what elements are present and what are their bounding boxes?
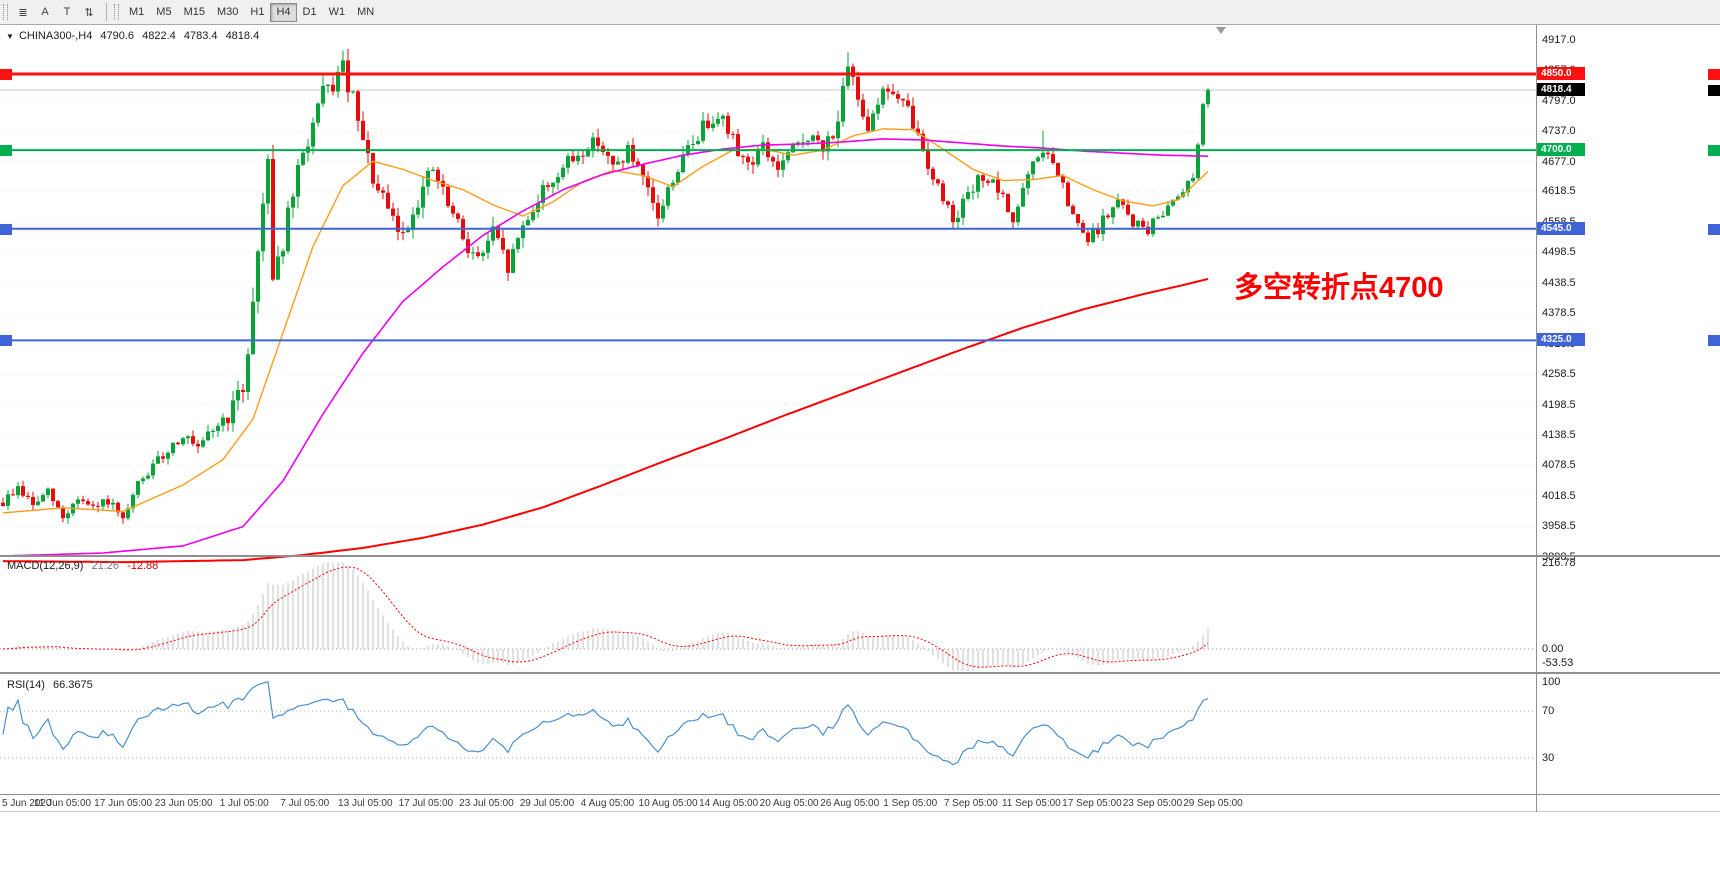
tool-buttons-group: ≣ A T ⇅: [12, 3, 100, 22]
chart-header: ▼ CHINA300-,H4 4790.6 4822.4 4783.4 4818…: [6, 30, 264, 42]
toolbar-drag-handle[interactable]: [3, 4, 8, 20]
ohlc-high: 4822.4: [142, 30, 176, 42]
price-axis-border: [1536, 25, 1537, 812]
timeframe-m15-button[interactable]: M15: [178, 3, 211, 22]
toolbar: ≣ A T ⇅ M1 M5 M15 M30 H1 H4 D1 W1 MN: [0, 0, 1720, 25]
main-macd-separator[interactable]: [0, 555, 1720, 557]
chart-annotation: 多空转折点4700: [1234, 272, 1444, 304]
macd-signal-value: -12.88: [127, 560, 159, 572]
text-tool-icon[interactable]: T: [56, 3, 78, 22]
macd-name: MACD(12,26,9): [7, 560, 84, 572]
toolbar-separator: [106, 3, 107, 21]
macd-main-value: 21.26: [91, 560, 120, 572]
ohlc-low: 4783.4: [183, 30, 218, 42]
chart-list-icon[interactable]: ≣: [12, 3, 34, 22]
timeframe-toolbar-drag-handle[interactable]: [114, 4, 119, 20]
chart-shift-marker-icon[interactable]: [1216, 27, 1226, 34]
ohlc-close: 4818.4: [225, 30, 260, 42]
timeframe-h1-button[interactable]: H1: [244, 3, 270, 22]
symbol-dropdown-icon[interactable]: ▼: [6, 32, 14, 41]
rsi-name: RSI(14): [7, 679, 45, 691]
rsi-indicator-label: RSI(14) 66.3675: [7, 679, 98, 691]
bottom-border: [0, 811, 1720, 812]
timeframe-w1-button[interactable]: W1: [323, 3, 352, 22]
timeframe-mn-button[interactable]: MN: [351, 3, 380, 22]
timeframe-m5-button[interactable]: M5: [150, 3, 177, 22]
timeframe-m1-button[interactable]: M1: [123, 3, 150, 22]
timeframe-m30-button[interactable]: M30: [211, 3, 244, 22]
cursor-tool-icon[interactable]: A: [34, 3, 56, 22]
ohlc-open: 4790.6: [100, 30, 135, 42]
scale-tool-icon[interactable]: ⇅: [78, 3, 100, 22]
timeframe-d1-button[interactable]: D1: [297, 3, 323, 22]
macd-rsi-separator[interactable]: [0, 672, 1720, 674]
timeframe-h4-button[interactable]: H4: [270, 2, 297, 22]
macd-indicator-label: MACD(12,26,9) 21.26 -12.88: [7, 560, 163, 572]
time-axis-separator: [0, 794, 1720, 795]
symbol-title: CHINA300-,H4: [18, 30, 93, 42]
timeframe-buttons-group: M1 M5 M15 M30 H1 H4 D1 W1 MN: [123, 2, 380, 22]
rsi-value: 66.3675: [52, 679, 93, 691]
